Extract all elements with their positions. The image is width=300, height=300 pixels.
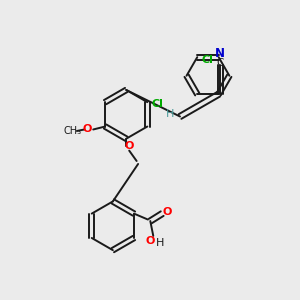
Text: N: N <box>215 47 225 60</box>
Text: H: H <box>156 238 164 248</box>
Text: CH₃: CH₃ <box>63 126 82 136</box>
Text: H: H <box>166 109 175 118</box>
Text: O: O <box>124 141 134 151</box>
Text: O: O <box>163 207 172 217</box>
Text: O: O <box>82 124 92 134</box>
Text: O: O <box>146 236 155 246</box>
Text: Cl: Cl <box>202 55 214 65</box>
Text: C: C <box>217 58 224 68</box>
Text: Cl: Cl <box>152 99 164 109</box>
